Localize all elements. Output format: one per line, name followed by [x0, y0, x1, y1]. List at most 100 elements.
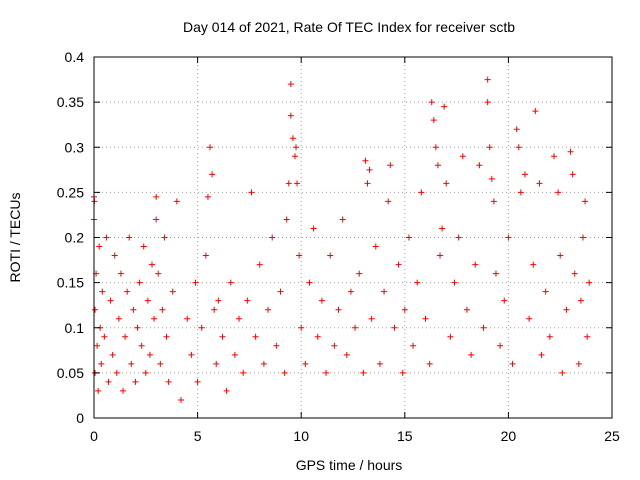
data-point — [569, 171, 576, 178]
data-point — [269, 234, 276, 241]
data-point — [563, 306, 570, 313]
data-points — [91, 76, 593, 403]
data-point — [294, 180, 301, 187]
data-point — [486, 144, 493, 151]
data-point — [144, 297, 151, 304]
data-point — [542, 288, 549, 295]
data-point — [550, 153, 557, 160]
data-point — [422, 315, 429, 322]
data-point — [302, 360, 309, 367]
x-tick-label: 5 — [194, 428, 202, 444]
y-tick-label: 0 — [76, 410, 84, 426]
data-point — [163, 333, 170, 340]
data-point — [173, 198, 180, 205]
data-point — [153, 193, 160, 200]
data-point — [437, 252, 444, 259]
y-tick-label: 0.25 — [57, 184, 84, 200]
data-point — [306, 279, 313, 286]
data-point — [492, 270, 499, 277]
data-point — [219, 333, 226, 340]
x-axis-label: GPS time / hours — [296, 457, 403, 473]
data-point — [536, 180, 543, 187]
data-point — [347, 288, 354, 295]
data-point — [291, 153, 298, 160]
data-point — [505, 234, 512, 241]
data-point — [289, 135, 296, 142]
data-point — [526, 315, 533, 322]
data-point — [126, 234, 133, 241]
data-point — [439, 225, 446, 232]
data-point — [204, 193, 211, 200]
data-point — [339, 216, 346, 223]
data-point — [418, 189, 425, 196]
data-point — [298, 324, 305, 331]
data-point — [426, 360, 433, 367]
y-axis-label: ROTI / TECUs — [7, 193, 23, 283]
data-point — [184, 315, 191, 322]
y-tick-label: 0.4 — [65, 49, 85, 65]
data-point — [468, 351, 475, 358]
data-point — [391, 324, 398, 331]
data-point — [132, 378, 139, 385]
data-point — [136, 279, 143, 286]
data-point — [532, 108, 539, 115]
data-point — [109, 351, 116, 358]
data-point — [194, 378, 201, 385]
data-point — [455, 234, 462, 241]
x-tick-label: 25 — [604, 428, 620, 444]
data-point — [120, 387, 127, 394]
data-point — [287, 112, 294, 119]
data-point — [140, 243, 147, 250]
data-point — [521, 171, 528, 178]
data-point — [277, 288, 284, 295]
data-point — [582, 198, 589, 205]
data-point — [318, 297, 325, 304]
data-point — [149, 261, 156, 268]
data-point — [236, 315, 243, 322]
data-point — [356, 270, 363, 277]
data-point — [352, 324, 359, 331]
data-point — [122, 333, 129, 340]
data-point — [327, 252, 334, 259]
data-point — [575, 360, 582, 367]
data-point — [399, 369, 406, 376]
data-point — [273, 342, 280, 349]
data-point — [96, 243, 103, 250]
data-point — [157, 360, 164, 367]
data-point — [227, 279, 234, 286]
data-point — [215, 297, 222, 304]
data-point — [101, 333, 108, 340]
data-point — [113, 369, 120, 376]
data-point — [213, 360, 220, 367]
data-point — [115, 315, 122, 322]
data-point — [501, 297, 508, 304]
data-point — [586, 279, 593, 286]
data-point — [281, 369, 288, 376]
data-point — [134, 324, 141, 331]
data-point — [410, 342, 417, 349]
data-point — [161, 234, 168, 241]
data-point — [98, 360, 105, 367]
y-tick-label: 0.3 — [65, 139, 85, 155]
data-point — [387, 162, 394, 169]
data-point — [192, 279, 199, 286]
data-point — [480, 324, 487, 331]
data-point — [240, 369, 247, 376]
data-point — [513, 126, 520, 133]
data-point — [151, 315, 158, 322]
y-tick-label: 0.35 — [57, 94, 84, 110]
data-point — [459, 153, 466, 160]
data-point — [105, 378, 112, 385]
data-point — [538, 351, 545, 358]
data-point — [362, 157, 369, 164]
data-point — [244, 297, 251, 304]
x-tick-label: 20 — [501, 428, 517, 444]
data-point — [366, 166, 373, 173]
y-tick-label: 0.05 — [57, 365, 84, 381]
data-point — [517, 189, 524, 196]
data-point — [428, 99, 435, 106]
data-point — [441, 103, 448, 110]
data-point — [138, 342, 145, 349]
data-point — [559, 369, 566, 376]
